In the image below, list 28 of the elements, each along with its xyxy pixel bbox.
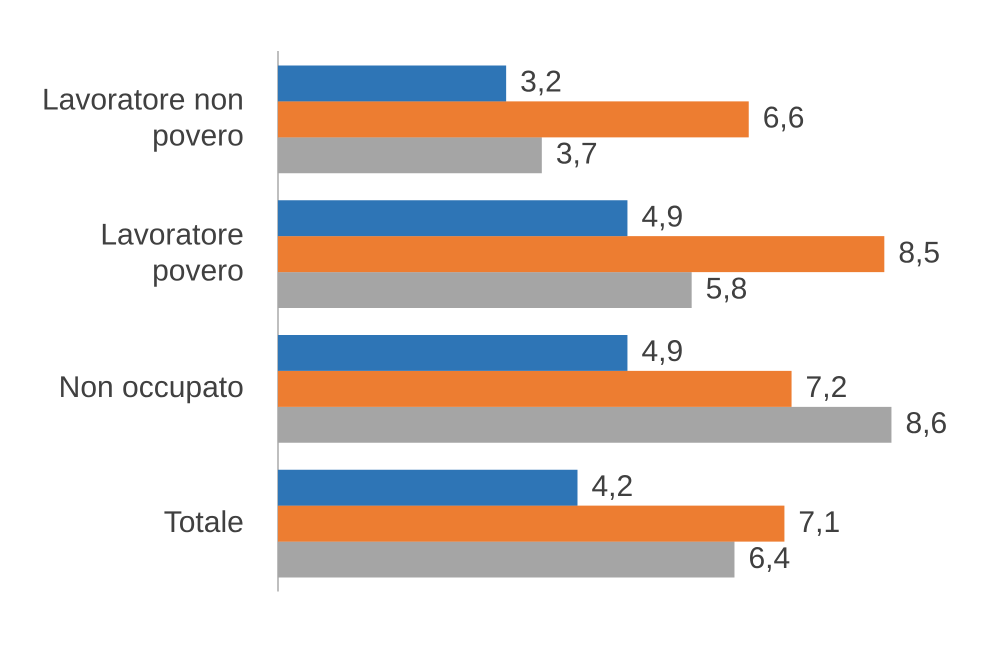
y-tick-label: Non occupato: [58, 371, 244, 404]
bar: [278, 272, 692, 308]
data-label: 8,5: [898, 236, 940, 270]
bar: [278, 370, 792, 407]
data-label: 8,6: [905, 407, 948, 440]
y-tick-label: Totale: [164, 506, 244, 539]
data-label: 4,2: [592, 470, 634, 503]
bar: [278, 470, 578, 506]
bar: [278, 406, 892, 443]
bar: [278, 200, 628, 236]
bar: [278, 506, 784, 542]
data-label: 6,6: [762, 102, 804, 135]
bar: [278, 101, 749, 138]
data-label: 6,4: [748, 542, 790, 575]
data-label: 7,2: [806, 371, 848, 404]
bar: [278, 236, 884, 272]
bar: [278, 334, 628, 371]
bar: [278, 137, 542, 174]
data-label: 7,1: [798, 506, 840, 539]
data-label: 4,9: [641, 335, 684, 368]
data-label: 4,9: [641, 200, 684, 234]
bar: [278, 65, 506, 102]
y-tick-label: Lavoratore povero: [100, 218, 244, 288]
bar: [278, 542, 734, 578]
data-label: 3,7: [556, 138, 598, 171]
data-label: 5,8: [706, 272, 748, 306]
y-tick-label: Lavoratore non povero: [42, 84, 244, 153]
data-label: 3,2: [520, 66, 562, 99]
